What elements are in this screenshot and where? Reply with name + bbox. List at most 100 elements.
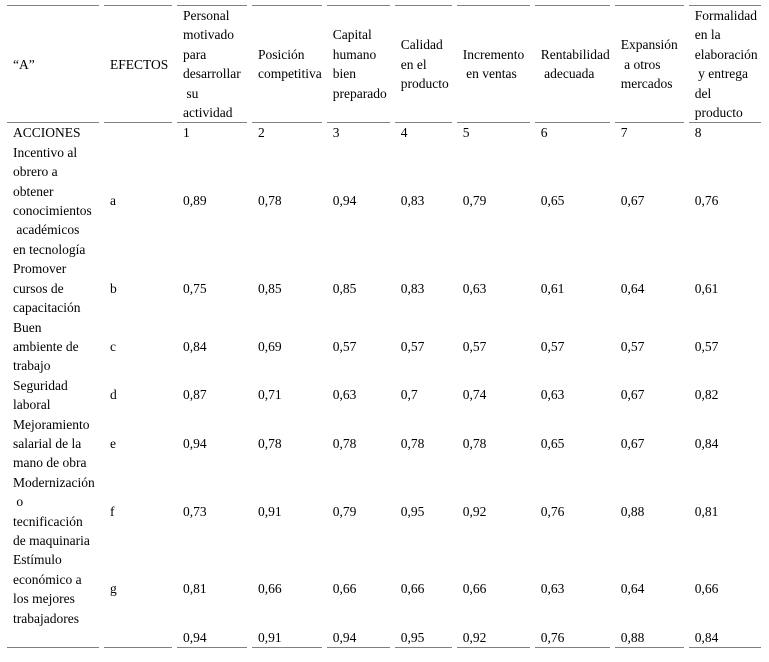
value-cell: 0,78: [332, 435, 357, 451]
value-cell: 0,61: [694, 280, 719, 296]
column-header: Incremento en ventas: [456, 5, 530, 124]
value-cell: 0,65: [540, 193, 565, 209]
value-cell: 0,89: [183, 193, 207, 209]
value-cell: 0,7: [400, 387, 418, 403]
value-cell: 0,91: [258, 503, 282, 519]
value-cell: 0,82: [694, 387, 719, 403]
value-cell: 0,66: [332, 581, 357, 597]
empty-cell: [104, 628, 172, 649]
footer-value-cell: 0,84: [688, 628, 761, 649]
column-number: 1: [183, 125, 190, 141]
value-cell: 0,78: [258, 435, 282, 451]
action-cell: Estímulo económico a los mejores trabaja…: [13, 552, 82, 626]
column-numbers-row: ACCIONES 1 2 3 4 5 6 7 8: [7, 123, 761, 142]
value-cell: 0,66: [258, 581, 282, 597]
value-cell: 0,78: [400, 435, 425, 451]
column-header: Capital humano bien preparado: [326, 5, 390, 124]
table-row: Estímulo económico a los mejores trabaja…: [7, 550, 761, 628]
value-cell: 0,87: [183, 387, 207, 403]
footer-value-cell: 0,94: [326, 628, 390, 649]
value-cell: 0,57: [332, 338, 357, 354]
table-row: Incentivo al obrero a obtener conocimien…: [7, 143, 761, 259]
value-cell: 0,66: [400, 581, 425, 597]
value-cell: 0,84: [694, 435, 719, 451]
value-cell: 0,88: [620, 503, 645, 519]
value-cell: 0,57: [400, 338, 425, 354]
action-cell: Mejoramiento salarial de la mano de obra: [13, 416, 90, 471]
column-header: Personal motivado para desarrollar su ac…: [177, 5, 247, 124]
header-row: “A” EFECTOS Personal motivado para desar…: [7, 5, 761, 124]
footer-value-cell: 0,91: [252, 628, 322, 649]
column-number: 7: [620, 125, 628, 141]
column-number: 5: [462, 125, 470, 141]
value-cell: 0,61: [540, 280, 565, 296]
effect-cell: g: [110, 581, 117, 597]
value-cell: 0,63: [540, 387, 565, 403]
effect-cell: b: [110, 280, 117, 296]
value-cell: 0,64: [620, 280, 645, 296]
footer-value-cell: 0,95: [394, 628, 452, 649]
action-cell: Incentivo al obrero a obtener conocimien…: [13, 144, 92, 257]
value-cell: 0,79: [462, 193, 487, 209]
footer-value-cell: 0,94: [177, 628, 247, 649]
action-cell: Seguridad laboral: [13, 377, 68, 413]
effects-header-cell: EFECTOS: [104, 5, 172, 124]
value-cell: 0,78: [462, 435, 487, 451]
corner-cell: “A”: [7, 5, 99, 124]
effect-cell: a: [110, 193, 116, 209]
value-cell: 0,63: [540, 581, 565, 597]
value-cell: 0,74: [462, 387, 487, 403]
effect-cell: e: [110, 435, 116, 451]
action-cell: Buen ambiente de trabajo: [13, 319, 79, 374]
table-row: Seguridad laboral d 0,87 0,71 0,63 0,7 0…: [7, 376, 761, 415]
value-cell: 0,84: [183, 338, 207, 354]
footer-value-cell: 0,76: [534, 628, 610, 649]
value-cell: 0,71: [258, 387, 282, 403]
value-cell: 0,57: [694, 338, 719, 354]
empty-cell: [7, 628, 99, 649]
column-number: 6: [540, 125, 548, 141]
effects-actions-table: “A” EFECTOS Personal motivado para desar…: [2, 5, 766, 649]
footer-value-cell: 0,92: [456, 628, 530, 649]
value-cell: 0,85: [332, 280, 357, 296]
table-row: Mejoramiento salarial de la mano de obra…: [7, 415, 761, 473]
column-header: Formalidad en la elaboración y entrega d…: [688, 5, 761, 124]
value-cell: 0,63: [462, 280, 487, 296]
column-number: 3: [332, 125, 340, 141]
value-cell: 0,63: [332, 387, 357, 403]
effect-cell: f: [110, 503, 115, 519]
value-cell: 0,57: [540, 338, 565, 354]
empty-cell: [104, 123, 172, 142]
value-cell: 0,67: [620, 435, 645, 451]
value-cell: 0,57: [620, 338, 645, 354]
column-number: 4: [400, 125, 408, 141]
value-cell: 0,81: [694, 503, 719, 519]
value-cell: 0,67: [620, 387, 645, 403]
footer-row: 0,94 0,91 0,94 0,95 0,92 0,76 0,88 0,84: [7, 628, 761, 649]
effect-cell: c: [110, 338, 116, 354]
value-cell: 0,83: [400, 193, 425, 209]
value-cell: 0,79: [332, 503, 357, 519]
value-cell: 0,85: [258, 280, 282, 296]
value-cell: 0,66: [462, 581, 487, 597]
value-cell: 0,76: [694, 193, 719, 209]
table-row: Buen ambiente de trabajo c 0,84 0,69 0,5…: [7, 318, 761, 376]
value-cell: 0,75: [183, 280, 207, 296]
column-header: Expansión a otros mercados: [614, 5, 684, 124]
value-cell: 0,64: [620, 581, 645, 597]
column-header: Rentabilidad adecuada: [534, 5, 610, 124]
value-cell: 0,94: [183, 435, 207, 451]
value-cell: 0,66: [694, 581, 719, 597]
value-cell: 0,78: [258, 193, 282, 209]
value-cell: 0,69: [258, 338, 282, 354]
value-cell: 0,65: [540, 435, 565, 451]
value-cell: 0,81: [183, 581, 207, 597]
column-header: Calidad en el producto: [394, 5, 452, 124]
table-row: Promover cursos de capacitación b 0,75 0…: [7, 259, 761, 317]
value-cell: 0,92: [462, 503, 487, 519]
value-cell: 0,67: [620, 193, 645, 209]
table-row: Modernización o tecnificación de maquina…: [7, 473, 761, 551]
footer-value-cell: 0,88: [614, 628, 684, 649]
action-cell: Promover cursos de capacitación: [13, 261, 81, 316]
